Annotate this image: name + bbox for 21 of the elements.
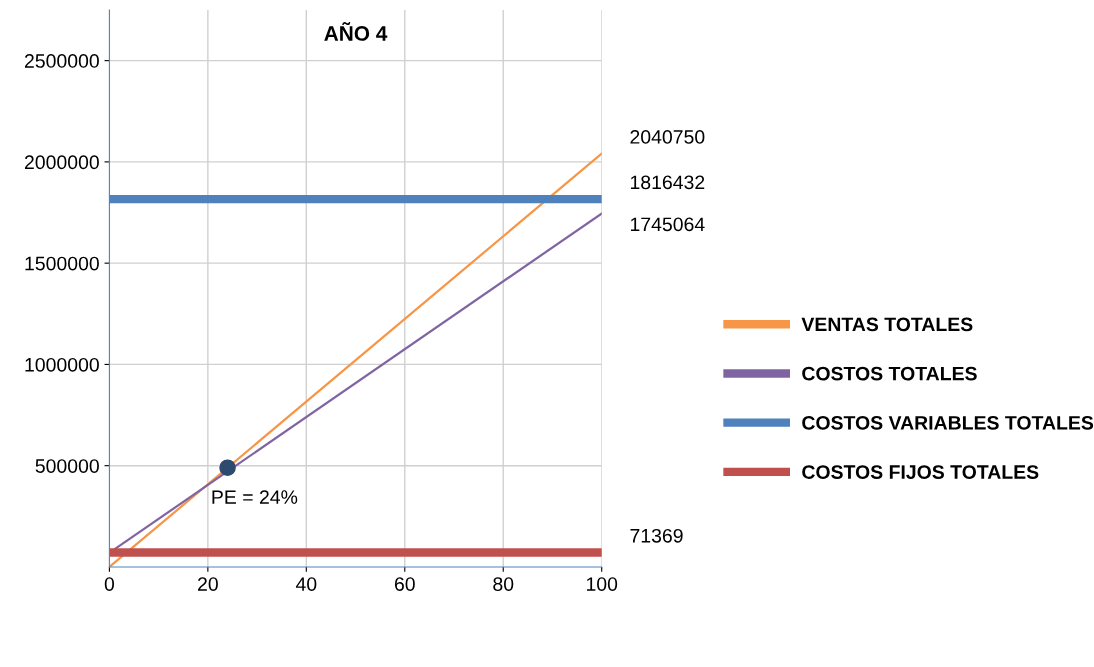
x-tick-label: 20 xyxy=(198,577,218,591)
data-label: 2040750 xyxy=(630,130,705,144)
legend-label: COSTOS FIJOS TOTALES xyxy=(802,465,1039,479)
y-tick-label: 500000 xyxy=(35,459,99,473)
x-tick-label: 60 xyxy=(394,577,415,591)
data-label: 1745064 xyxy=(630,217,705,232)
text: AÑO 4 xyxy=(324,22,388,41)
legend-label: COSTOS VARIABLES TOTALES xyxy=(802,415,1094,430)
y-tick-label: 1000000 xyxy=(25,357,99,372)
data-label: 1816432 xyxy=(630,175,705,190)
x-tick-label: 80 xyxy=(493,577,514,591)
x-tick-label: 0 xyxy=(104,577,115,591)
legend-label: COSTOS TOTALES xyxy=(802,366,977,381)
annotation: PE = 24% xyxy=(212,490,298,504)
x-tick-label: 40 xyxy=(295,577,317,591)
y-tick-label: 1500000 xyxy=(25,256,99,271)
data-label: 71369 xyxy=(630,528,683,543)
y-tick-label: 2500000 xyxy=(24,54,99,68)
legend-label: VENTAS TOTALES xyxy=(801,317,973,332)
x-tick-label: 100 xyxy=(586,577,618,591)
y-tick-label: 2000000 xyxy=(24,155,99,170)
